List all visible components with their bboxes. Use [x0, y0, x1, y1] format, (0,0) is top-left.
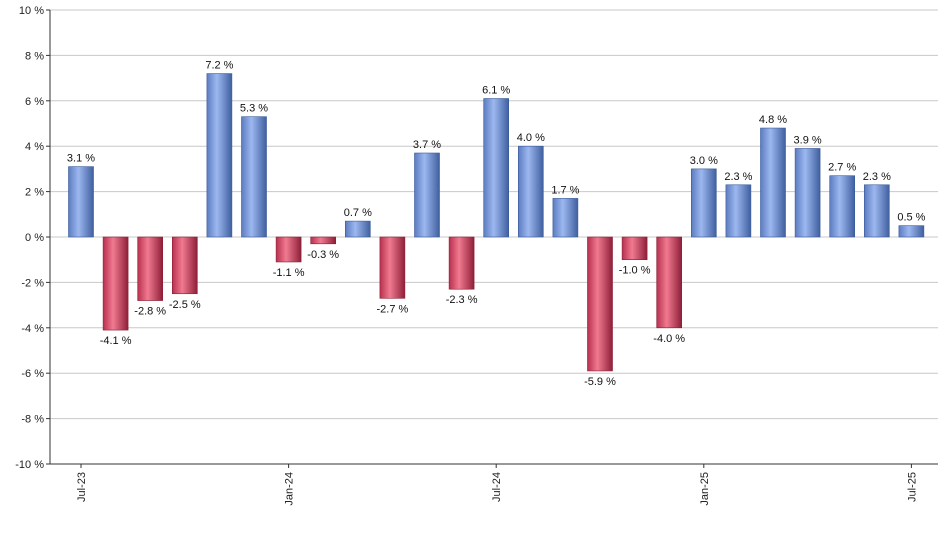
data-label: 3.0 %	[690, 155, 718, 167]
data-label: -0.3 %	[307, 249, 339, 261]
bar-aug-24	[517, 145, 544, 238]
bar-dec-23	[241, 116, 267, 238]
bar-jul-25	[898, 225, 925, 238]
data-label: -4.0 %	[653, 333, 685, 345]
bar-jun-24	[448, 236, 475, 290]
data-label: 0.7 %	[344, 207, 372, 219]
data-label: -2.5 %	[169, 299, 201, 311]
bar-mar-25	[760, 127, 786, 238]
bar-jan-25	[690, 168, 717, 238]
bar-nov-24	[621, 236, 648, 261]
data-label: 4.8 %	[759, 114, 787, 126]
y-tick-label: 4 %	[25, 141, 44, 153]
data-label: -2.3 %	[446, 294, 478, 306]
bar-dec-24	[656, 236, 683, 329]
y-tick-label: 10 %	[19, 5, 44, 17]
data-label: 0.5 %	[897, 212, 925, 224]
y-tick-label: -4 %	[21, 323, 44, 335]
bar-apr-25	[794, 148, 821, 238]
data-label: 2.3 %	[863, 171, 891, 183]
data-label: 3.9 %	[794, 134, 822, 146]
bar-jul-24	[483, 98, 510, 238]
x-tick-label: Jan-24	[284, 472, 296, 506]
data-label: -1.1 %	[273, 267, 305, 279]
data-label: 6.1 %	[482, 85, 510, 97]
x-tick-label: Jan-25	[699, 472, 711, 506]
bar-jul-23	[68, 166, 94, 238]
bar-may-25	[829, 175, 856, 238]
x-tick-label: Jul-23	[76, 472, 88, 502]
bars	[68, 73, 925, 372]
data-label: -1.0 %	[619, 265, 651, 277]
data-label: -2.7 %	[377, 303, 409, 315]
y-tick-label: -2 %	[21, 277, 44, 289]
data-label: 3.7 %	[413, 139, 441, 151]
bar-jan-24	[275, 236, 302, 263]
data-label: -2.8 %	[134, 306, 166, 318]
bar-jun-25	[863, 184, 890, 238]
bar-nov-23	[206, 73, 233, 238]
y-tick-label: 6 %	[25, 96, 44, 108]
data-label: 3.1 %	[67, 153, 95, 165]
y-tick-label: -6 %	[21, 368, 44, 380]
y-tick-label: -10 %	[15, 459, 44, 471]
data-label: 4.0 %	[517, 132, 545, 144]
y-tick-label: 0 %	[25, 232, 44, 244]
bar-sep-24	[552, 198, 579, 238]
x-axis-tick-labels: Jul-23 Jan-24 Jul-24 Jan-25 Jul-25	[76, 464, 918, 506]
data-label: 5.3 %	[240, 103, 268, 115]
bar-apr-24	[379, 236, 406, 299]
x-tick-label: Jul-25	[906, 472, 918, 502]
y-axis-tick-labels: 10 % 8 % 6 % 4 % 2 % 0 % -2 % -4 % -6 % -8 % -10 %	[15, 5, 50, 471]
bar-aug-23	[102, 236, 129, 331]
data-label: 7.2 %	[205, 60, 233, 72]
y-tick-label: -8 %	[21, 414, 44, 426]
data-labels: 3.1 %-4.1 %-2.8 %-2.5 %7.2 %5.3 %-1.1 %-…	[67, 60, 926, 388]
data-label: -4.1 %	[100, 335, 132, 347]
x-tick-label: Jul-24	[491, 472, 503, 502]
axes	[49, 10, 938, 465]
bar-feb-24	[310, 236, 337, 245]
data-label: 2.3 %	[724, 171, 752, 183]
y-tick-label: 8 %	[25, 50, 44, 62]
bar-oct-24	[587, 236, 613, 372]
bar-feb-25	[725, 184, 752, 238]
y-tick-label: 2 %	[25, 187, 44, 199]
bar-oct-23	[172, 236, 198, 295]
data-label: -5.9 %	[584, 376, 616, 388]
bar-mar-24	[344, 220, 371, 238]
data-label: 1.7 %	[551, 184, 579, 196]
bar-sep-23	[137, 236, 163, 301]
bar-may-24	[414, 152, 440, 238]
data-label: 2.7 %	[828, 162, 856, 174]
